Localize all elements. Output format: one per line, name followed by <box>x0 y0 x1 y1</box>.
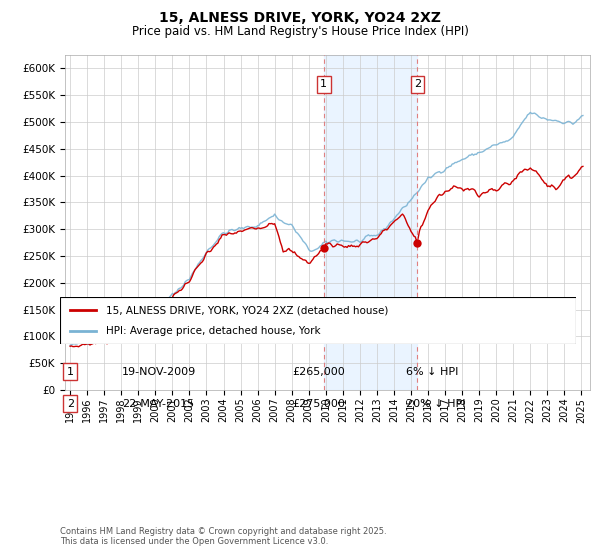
Text: 6% ↓ HPI: 6% ↓ HPI <box>406 367 458 377</box>
Text: £275,000: £275,000 <box>292 399 345 409</box>
Text: 19-NOV-2009: 19-NOV-2009 <box>122 367 196 377</box>
Text: 15, ALNESS DRIVE, YORK, YO24 2XZ: 15, ALNESS DRIVE, YORK, YO24 2XZ <box>159 11 441 25</box>
Text: 20% ↓ HPI: 20% ↓ HPI <box>406 399 465 409</box>
Text: 22-MAY-2015: 22-MAY-2015 <box>122 399 194 409</box>
Text: 15, ALNESS DRIVE, YORK, YO24 2XZ (detached house): 15, ALNESS DRIVE, YORK, YO24 2XZ (detach… <box>106 305 389 315</box>
Text: Price paid vs. HM Land Registry's House Price Index (HPI): Price paid vs. HM Land Registry's House … <box>131 25 469 38</box>
Text: 2: 2 <box>67 399 74 409</box>
Text: 1: 1 <box>67 367 74 377</box>
Text: £265,000: £265,000 <box>292 367 345 377</box>
Bar <box>324 55 418 390</box>
Text: HPI: Average price, detached house, York: HPI: Average price, detached house, York <box>106 326 321 336</box>
Text: 1: 1 <box>320 80 327 90</box>
Text: 2: 2 <box>414 80 421 90</box>
Text: Contains HM Land Registry data © Crown copyright and database right 2025.
This d: Contains HM Land Registry data © Crown c… <box>60 526 386 546</box>
